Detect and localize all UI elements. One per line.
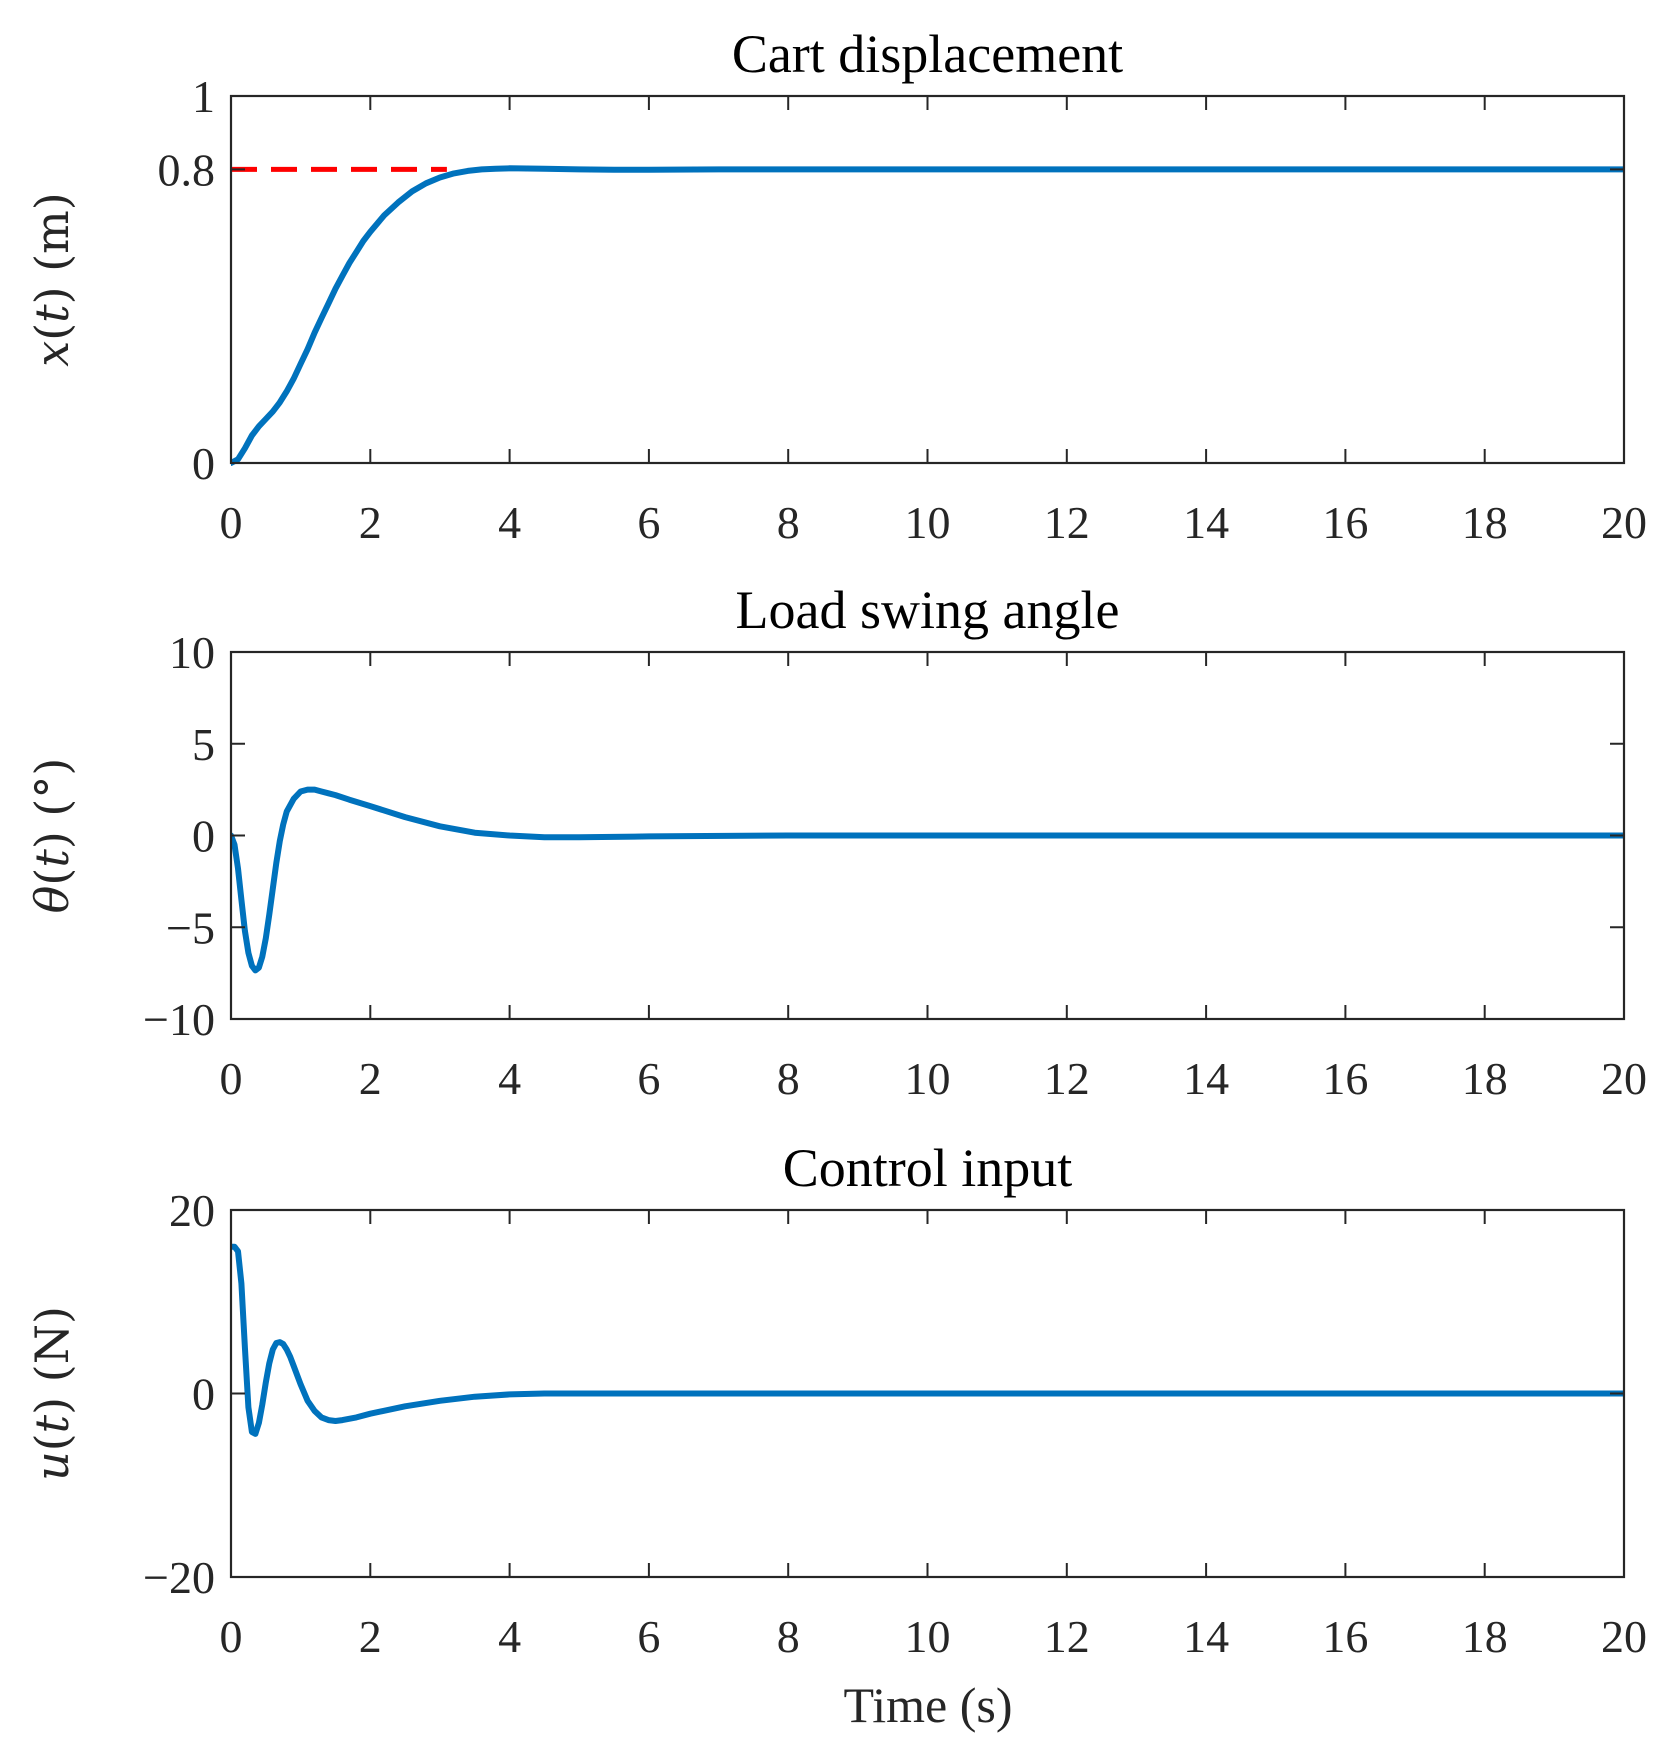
- x-tick-label: 18: [1462, 497, 1508, 548]
- load-swing-angle-panel: Load swing angle 0 2 4 6 8 10 12 14 16 18 20 −10 −5 0 5…: [25, 580, 1647, 1104]
- x-tick-label: 6: [637, 1053, 660, 1104]
- x-tick-label: 12: [1044, 1053, 1090, 1104]
- series-line: [231, 786, 1624, 974]
- x-tick-label: 14: [1183, 1611, 1229, 1662]
- y-axis-label: u(t) (N): [25, 1306, 79, 1481]
- x-tick-label: 20: [1601, 1053, 1647, 1104]
- x-tick-label: 6: [637, 497, 660, 548]
- y-tick-label: −5: [166, 902, 215, 953]
- x-tick-label: 16: [1322, 1053, 1368, 1104]
- x-tick-label: 8: [777, 1611, 800, 1662]
- y-tick-label: 0: [192, 1369, 215, 1420]
- x-tick-label: 14: [1183, 1053, 1229, 1104]
- x-tick-label: 4: [498, 1053, 521, 1104]
- y-tick-label: 1: [192, 71, 215, 122]
- y-axis-label: θ(t) (°): [25, 758, 79, 914]
- x-tick-label: 12: [1044, 497, 1090, 548]
- x-tick-label: 18: [1462, 1611, 1508, 1662]
- x-tick-label: 12: [1044, 1611, 1090, 1662]
- x-tick-label: 6: [637, 1611, 660, 1662]
- series-line: [231, 1243, 1624, 1437]
- y-tick-label: −20: [143, 1552, 215, 1603]
- x-tick-label: 20: [1601, 1611, 1647, 1662]
- plot-frame: [229, 94, 1626, 465]
- x-tick-label: 16: [1322, 497, 1368, 548]
- y-tick-label: 0: [192, 811, 215, 862]
- y-tick-label: 20: [169, 1185, 215, 1236]
- y-tick-label: 0.8: [158, 144, 216, 195]
- cart-displacement-panel: Cart displacement 0 2 4 6 8 10 12 14 16 18 20 0 0.8 1 x…: [25, 24, 1647, 548]
- x-axis-label: Time (s): [843, 1677, 1012, 1733]
- x-tick-label: 2: [359, 497, 382, 548]
- x-tick-label: 18: [1462, 1053, 1508, 1104]
- y-tick-label: −10: [143, 994, 215, 1045]
- x-tick-label: 16: [1322, 1611, 1368, 1662]
- y-tick-label: 5: [192, 719, 215, 770]
- x-tick-label: 10: [905, 1053, 951, 1104]
- x-tick-label: 4: [498, 1611, 521, 1662]
- chart-title: Control input: [783, 1138, 1073, 1198]
- y-tick-label: 0: [192, 438, 215, 489]
- x-tick-label: 2: [359, 1053, 382, 1104]
- x-tick-label: 0: [220, 1611, 243, 1662]
- x-tick-label: 20: [1601, 497, 1647, 548]
- x-tick-label: 8: [777, 497, 800, 548]
- x-tick-label: 2: [359, 1611, 382, 1662]
- y-axis-label: x(t) (m): [25, 192, 79, 367]
- y-tick-label: 10: [169, 627, 215, 678]
- x-tick-label: 8: [777, 1053, 800, 1104]
- chart-title: Load swing angle: [736, 580, 1120, 640]
- x-tick-label: 10: [905, 497, 951, 548]
- x-tick-label: 0: [220, 1053, 243, 1104]
- x-tick-label: 4: [498, 497, 521, 548]
- x-tick-label: 10: [905, 1611, 951, 1662]
- chart-title: Cart displacement: [732, 24, 1123, 84]
- x-tick-label: 0: [220, 497, 243, 548]
- series-line: [231, 165, 1624, 466]
- x-tick-label: 14: [1183, 497, 1229, 548]
